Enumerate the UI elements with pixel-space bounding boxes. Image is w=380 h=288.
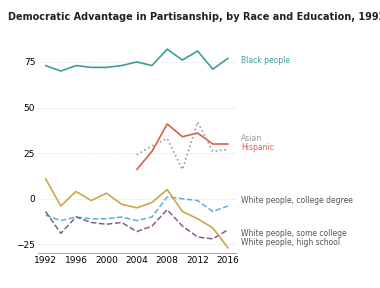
Text: Democratic Advantage in Partisanship, by Race and Education, 1992–2016: Democratic Advantage in Partisanship, by… [8,12,380,22]
Text: White people, some college: White people, some college [241,229,347,238]
Text: White people, high school: White people, high school [241,238,340,247]
Text: Asian: Asian [241,134,263,143]
Text: White people, college degree: White people, college degree [241,196,353,205]
Text: Hispanic: Hispanic [241,143,274,152]
Text: Black people: Black people [241,56,290,65]
